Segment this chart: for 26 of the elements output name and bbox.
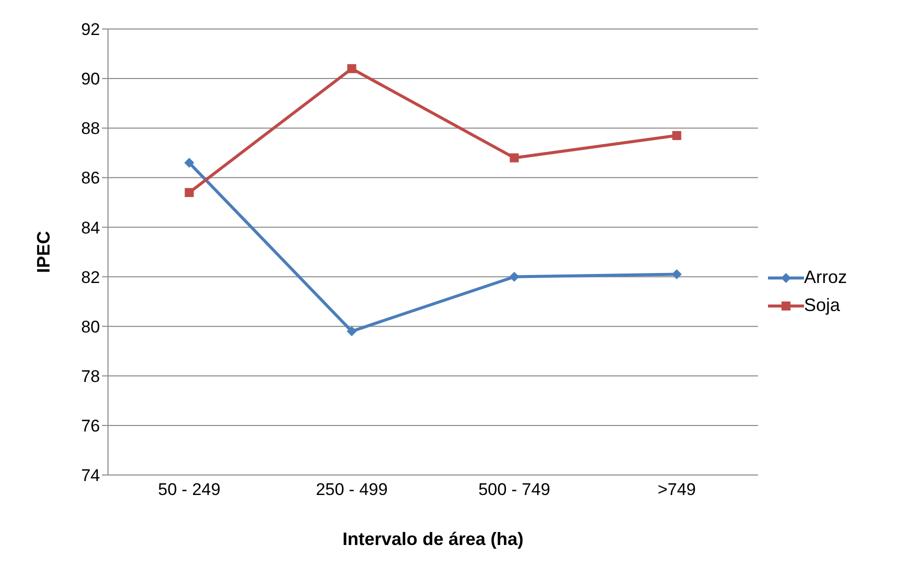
point [672,131,682,140]
y-tick-label: 84 [81,218,100,238]
x-axis-title: Intervalo de área (ha) [342,529,524,549]
y-tick-label: 86 [81,168,100,188]
y-tick-label: 76 [81,416,100,436]
x-tick-label: >749 [658,480,696,500]
point [184,188,194,198]
y-tick-label: 88 [81,119,100,138]
y-tick-label: 74 [81,466,100,486]
y-tick-label: 92 [81,20,100,40]
point [510,153,519,162]
x-tick-label: 250 - 499 [316,480,388,500]
legend-label: Arroz [804,267,848,288]
x-tick-label: 50 - 249 [158,480,220,500]
x-tick-label: 500 - 749 [478,480,550,500]
y-tick-label: 82 [81,268,100,287]
y-axis-title: IPEC [33,230,54,274]
y-tick-label: 78 [81,366,100,386]
point [509,272,520,282]
point [184,158,194,168]
y-tick-label: 80 [81,317,100,336]
legend-label: Soja [804,295,840,316]
point [346,326,357,336]
point [347,64,356,74]
y-tick-label: 90 [81,70,100,89]
point [672,269,682,280]
